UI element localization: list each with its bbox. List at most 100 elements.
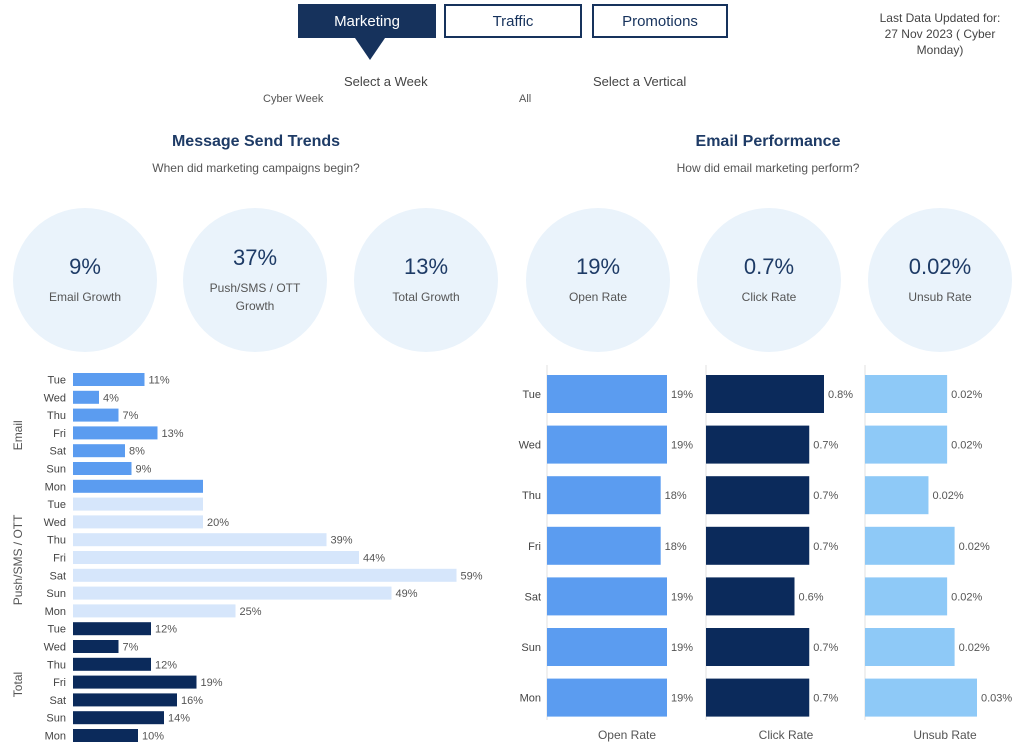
data-label: 14% <box>168 713 190 725</box>
kpi-label: Push/SMS / OTT Growth <box>209 281 301 313</box>
bar <box>706 425 810 464</box>
kpi-total-growth: 13% Total Growth <box>354 208 498 352</box>
kpi-unsub-rate: 0.02% Unsub Rate <box>868 208 1012 352</box>
kpi-value: 19% <box>575 254 621 279</box>
data-label: 44% <box>363 553 385 565</box>
email-performance-subtitle: How did email marketing perform? <box>676 161 860 175</box>
data-label: 0.7% <box>813 541 838 553</box>
active-tab-indicator <box>355 38 385 60</box>
vertical-filter-select[interactable]: All <box>519 93 532 105</box>
bar <box>73 604 236 618</box>
category-label: Tue <box>47 499 66 511</box>
category-label: Sun <box>521 642 541 654</box>
bar <box>865 425 948 464</box>
data-label: 19% <box>201 677 223 689</box>
bar <box>73 551 359 564</box>
kpi-label: Email Growth <box>48 290 122 304</box>
series-label: Total <box>11 672 25 697</box>
data-label: 0.03% <box>981 693 1012 705</box>
data-label: 0.02% <box>959 541 990 553</box>
bar <box>547 476 661 515</box>
bar <box>73 497 203 511</box>
bar <box>73 390 99 404</box>
data-label: 0.7% <box>813 490 838 502</box>
tab-promotions[interactable]: Promotions <box>592 4 728 38</box>
bar <box>706 526 810 565</box>
bar <box>706 476 810 515</box>
bar <box>73 408 119 422</box>
bar <box>547 526 661 565</box>
bar <box>73 568 457 582</box>
axis-title: Click Rate <box>759 728 814 742</box>
last-updated: Last Data Updated for: 27 Nov 2023 ( Cyb… <box>870 10 1010 58</box>
kpi-label: Total Growth <box>392 290 460 304</box>
category-label: Sun <box>46 713 66 725</box>
data-label: 0.02% <box>959 642 990 654</box>
bar <box>73 657 151 671</box>
category-label: Mon <box>45 606 66 618</box>
bar <box>706 577 795 616</box>
category-label: Mon <box>45 731 66 742</box>
email-performance-chart: Tue Wed Thu Fri Sat Sun Mon 19% 19% 18% 18% 19% 19% 1… <box>519 365 1012 742</box>
axis-title: Unsub Rate <box>913 728 977 742</box>
bar <box>73 675 197 689</box>
vertical-filter-label: Select a Vertical <box>593 74 687 89</box>
kpi-value: 13% <box>403 254 449 279</box>
category-label: Sat <box>49 570 66 582</box>
bar <box>73 462 132 475</box>
category-label: Thu <box>522 490 541 502</box>
data-label: 8% <box>129 446 145 458</box>
data-label: 4% <box>103 392 119 404</box>
bar <box>73 729 138 742</box>
bar <box>865 577 948 616</box>
tab-traffic[interactable]: Traffic <box>444 4 582 38</box>
message-send-trends-chart: Email Tue 11% Wed 4% Thu 7% Fri 13% Sat 8% Sun 9% Mon… <box>11 373 483 742</box>
data-label: 0.02% <box>951 591 982 603</box>
data-label: 39% <box>331 535 353 547</box>
bar <box>547 577 667 616</box>
bar <box>73 640 119 653</box>
kpi-label: Open Rate <box>568 290 628 304</box>
bar <box>706 628 810 666</box>
data-label: 19% <box>671 642 693 654</box>
kpi-value: 0.02% <box>908 254 972 279</box>
data-label: 0.8% <box>828 389 853 401</box>
category-label: Tue <box>522 389 541 401</box>
bar <box>73 711 164 725</box>
data-label: 10% <box>142 731 164 742</box>
data-label: 19% <box>671 693 693 705</box>
category-label: Tue <box>47 624 66 636</box>
category-label: Thu <box>47 535 66 547</box>
tab-marketing[interactable]: Marketing <box>298 4 436 38</box>
category-label: Fri <box>53 553 66 565</box>
week-filter-select[interactable]: Cyber Week <box>263 93 324 105</box>
category-label: Fri <box>53 428 66 440</box>
last-updated-line2: 27 Nov 2023 ( Cyber <box>884 27 996 41</box>
category-label: Thu <box>47 410 66 422</box>
bar <box>73 515 203 529</box>
data-label: 19% <box>671 591 693 603</box>
category-label: Thu <box>47 659 66 671</box>
data-label: 59% <box>461 570 483 582</box>
bar <box>73 533 327 547</box>
bar <box>73 586 392 600</box>
data-label: 9% <box>136 464 152 476</box>
data-label: 0.02% <box>932 490 963 502</box>
data-label: 12% <box>155 624 177 636</box>
bar <box>865 628 955 666</box>
last-updated-line3: Monday) <box>916 43 964 57</box>
message-send-trends-title: Message Send Trends <box>171 133 341 150</box>
data-label: 19% <box>671 440 693 452</box>
bar <box>706 678 810 717</box>
bar <box>547 628 667 666</box>
category-label: Wed <box>44 642 66 654</box>
bar <box>547 375 667 413</box>
category-label: Fri <box>53 677 66 689</box>
data-label: 0.02% <box>951 440 982 452</box>
bar <box>73 479 203 493</box>
kpi-value: 0.7% <box>743 254 795 279</box>
message-send-trends-subtitle: When did marketing campaigns begin? <box>152 161 360 175</box>
bar <box>547 678 667 717</box>
data-label: 49% <box>396 588 418 600</box>
category-label: Tue <box>47 375 66 387</box>
